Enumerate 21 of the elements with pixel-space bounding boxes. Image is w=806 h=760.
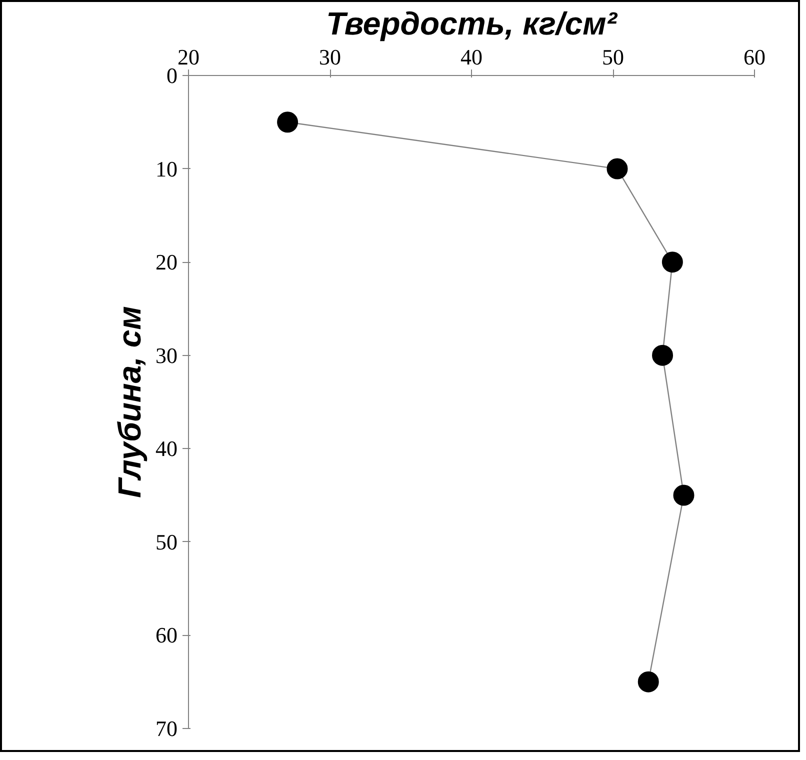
point — [638, 671, 659, 692]
point — [652, 344, 674, 366]
y-tick-label: 40 — [156, 436, 178, 462]
y-tick-label: 50 — [156, 529, 178, 554]
y-tick-label: 70 — [156, 716, 178, 741]
x-tick-label: 40 — [460, 44, 482, 70]
x-axis-title: Твердость, кг/см² — [326, 6, 618, 42]
point — [673, 484, 694, 506]
y-tick-label: 20 — [156, 250, 178, 275]
x-tick-label: 60 — [744, 44, 766, 70]
y-tick-label: 0 — [166, 63, 178, 88]
point — [277, 112, 298, 133]
y-tick-label: 60 — [156, 622, 178, 648]
x-tick-label: 50 — [602, 44, 624, 70]
point — [662, 252, 683, 273]
y-axis-title: Глубина, см — [112, 306, 148, 498]
point — [606, 158, 628, 180]
x-tick-label: 30 — [319, 44, 341, 70]
x-tick-label: 20 — [178, 44, 200, 70]
y-tick-label: 30 — [156, 342, 178, 368]
y-tick-label: 10 — [156, 156, 178, 182]
